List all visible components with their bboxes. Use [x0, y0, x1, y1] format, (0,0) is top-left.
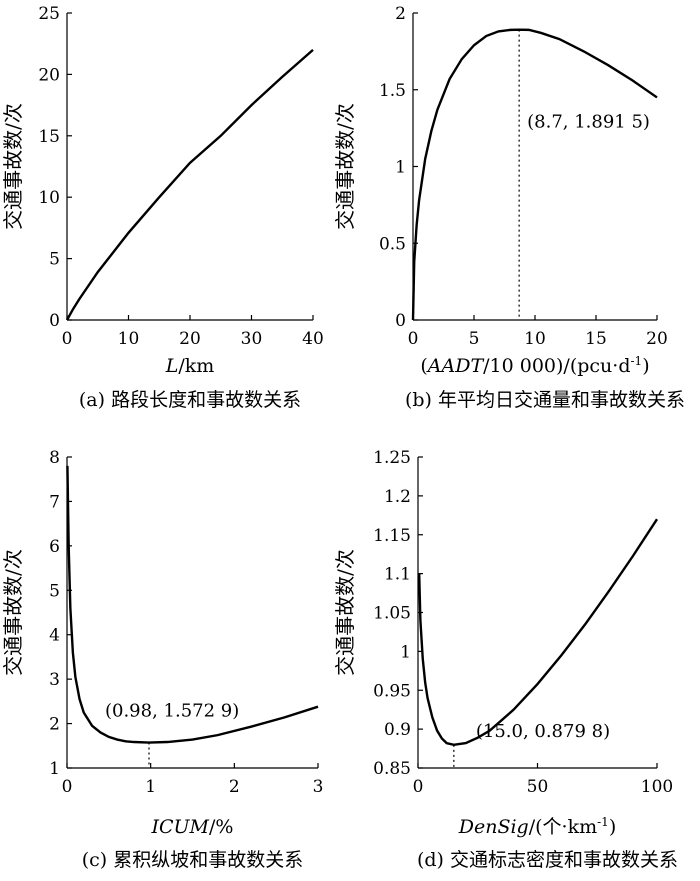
- y-tick-label: 1.15: [373, 526, 411, 546]
- x-tick-label: 0: [413, 777, 424, 797]
- y-axis-label: 交通事故数/次: [333, 549, 357, 676]
- x-tick-label: 3: [313, 777, 324, 797]
- y-tick-label: 15: [38, 127, 60, 147]
- x-axis-label: DenSig/(个·km-1): [458, 815, 617, 838]
- y-tick-label: 25: [38, 4, 60, 24]
- y-tick-label: 10: [38, 188, 60, 208]
- y-tick-label: 0.9: [384, 720, 411, 740]
- y-tick-label: 0.85: [373, 759, 411, 779]
- y-tick-label: 3: [49, 670, 60, 690]
- x-tick-label: 50: [527, 777, 549, 797]
- y-tick-label: 1: [49, 759, 60, 779]
- y-tick-label: 5: [49, 250, 60, 270]
- y-axis-label: 交通事故数/次: [1, 549, 25, 676]
- y-axis-label: 交通事故数/次: [1, 103, 25, 230]
- annotation-label: (15.0, 0.879 8): [476, 721, 610, 742]
- x-tick-label: 100: [641, 777, 673, 797]
- annotation-label: (8.7, 1.891 5): [527, 112, 650, 133]
- y-tick-label: 0.5: [379, 234, 406, 254]
- panel-caption: (b) 年平均日交通量和事故数关系: [405, 389, 685, 411]
- x-tick-label: 15: [585, 329, 607, 349]
- y-tick-label: 2: [395, 4, 406, 24]
- chart-panel-4: 0.85 0.9 0.95 1 1.05 1.1 1.15 1.2 1.25 0 50 100 交通事故…: [333, 448, 678, 871]
- annotation-label: (0.98, 1.572 9): [105, 701, 239, 722]
- panel-caption: (d) 交通标志密度和事故数关系: [417, 849, 678, 871]
- panel-caption: (c) 累积纵坡和事故数关系: [82, 849, 304, 871]
- x-tick-label: 0: [62, 329, 73, 349]
- x-tick-label: 20: [646, 329, 668, 349]
- x-tick-label: 1: [145, 777, 156, 797]
- x-tick-label: 0: [408, 329, 419, 349]
- x-tick-label: 0: [62, 777, 73, 797]
- x-tick-label: 20: [179, 329, 201, 349]
- y-tick-label: 1.05: [373, 604, 411, 624]
- x-axis-label: ICUM/%: [151, 816, 234, 838]
- series-line: [417, 518, 659, 747]
- x-axis-label: (AADT/10 000)/(pcu·d-1): [420, 354, 649, 377]
- y-tick-label: 7: [49, 492, 60, 512]
- y-tick-label: 1.5: [379, 81, 406, 101]
- x-tick-label: 10: [118, 329, 140, 349]
- chart-panel-1: 0 5 10 15 20 25 0 10 20 30 40 交通事故数/次 L/km (a) 路段长度和事…: [1, 4, 324, 411]
- y-tick-label: 5: [49, 581, 60, 601]
- y-tick-label: 1: [395, 158, 406, 178]
- x-axis-label: L/km: [165, 355, 215, 377]
- y-tick-label: 6: [49, 537, 60, 557]
- panel-caption: (a) 路段长度和事故数关系: [79, 389, 301, 411]
- series-line: [65, 48, 314, 321]
- x-tick-label: 30: [241, 329, 263, 349]
- series-line: [66, 465, 319, 744]
- y-tick-label: 20: [38, 65, 60, 85]
- y-tick-label: 0: [49, 311, 60, 331]
- y-tick-label: 4: [49, 626, 60, 646]
- y-tick-label: 0: [395, 311, 406, 331]
- y-tick-label: 1: [400, 642, 411, 662]
- x-tick-label: 40: [302, 329, 324, 349]
- y-tick-label: 1.25: [373, 448, 411, 468]
- y-tick-label: 0.95: [373, 681, 411, 701]
- x-tick-label: 10: [524, 329, 546, 349]
- x-tick-label: 5: [469, 329, 480, 349]
- y-axis-label: 交通事故数/次: [333, 103, 357, 230]
- y-tick-label: 1.1: [384, 565, 411, 585]
- y-tick-label: 2: [49, 715, 60, 735]
- series-line: [411, 28, 658, 321]
- y-tick-label: 1.2: [384, 487, 411, 507]
- x-tick-label: 2: [229, 777, 240, 797]
- y-tick-label: 8: [49, 448, 60, 468]
